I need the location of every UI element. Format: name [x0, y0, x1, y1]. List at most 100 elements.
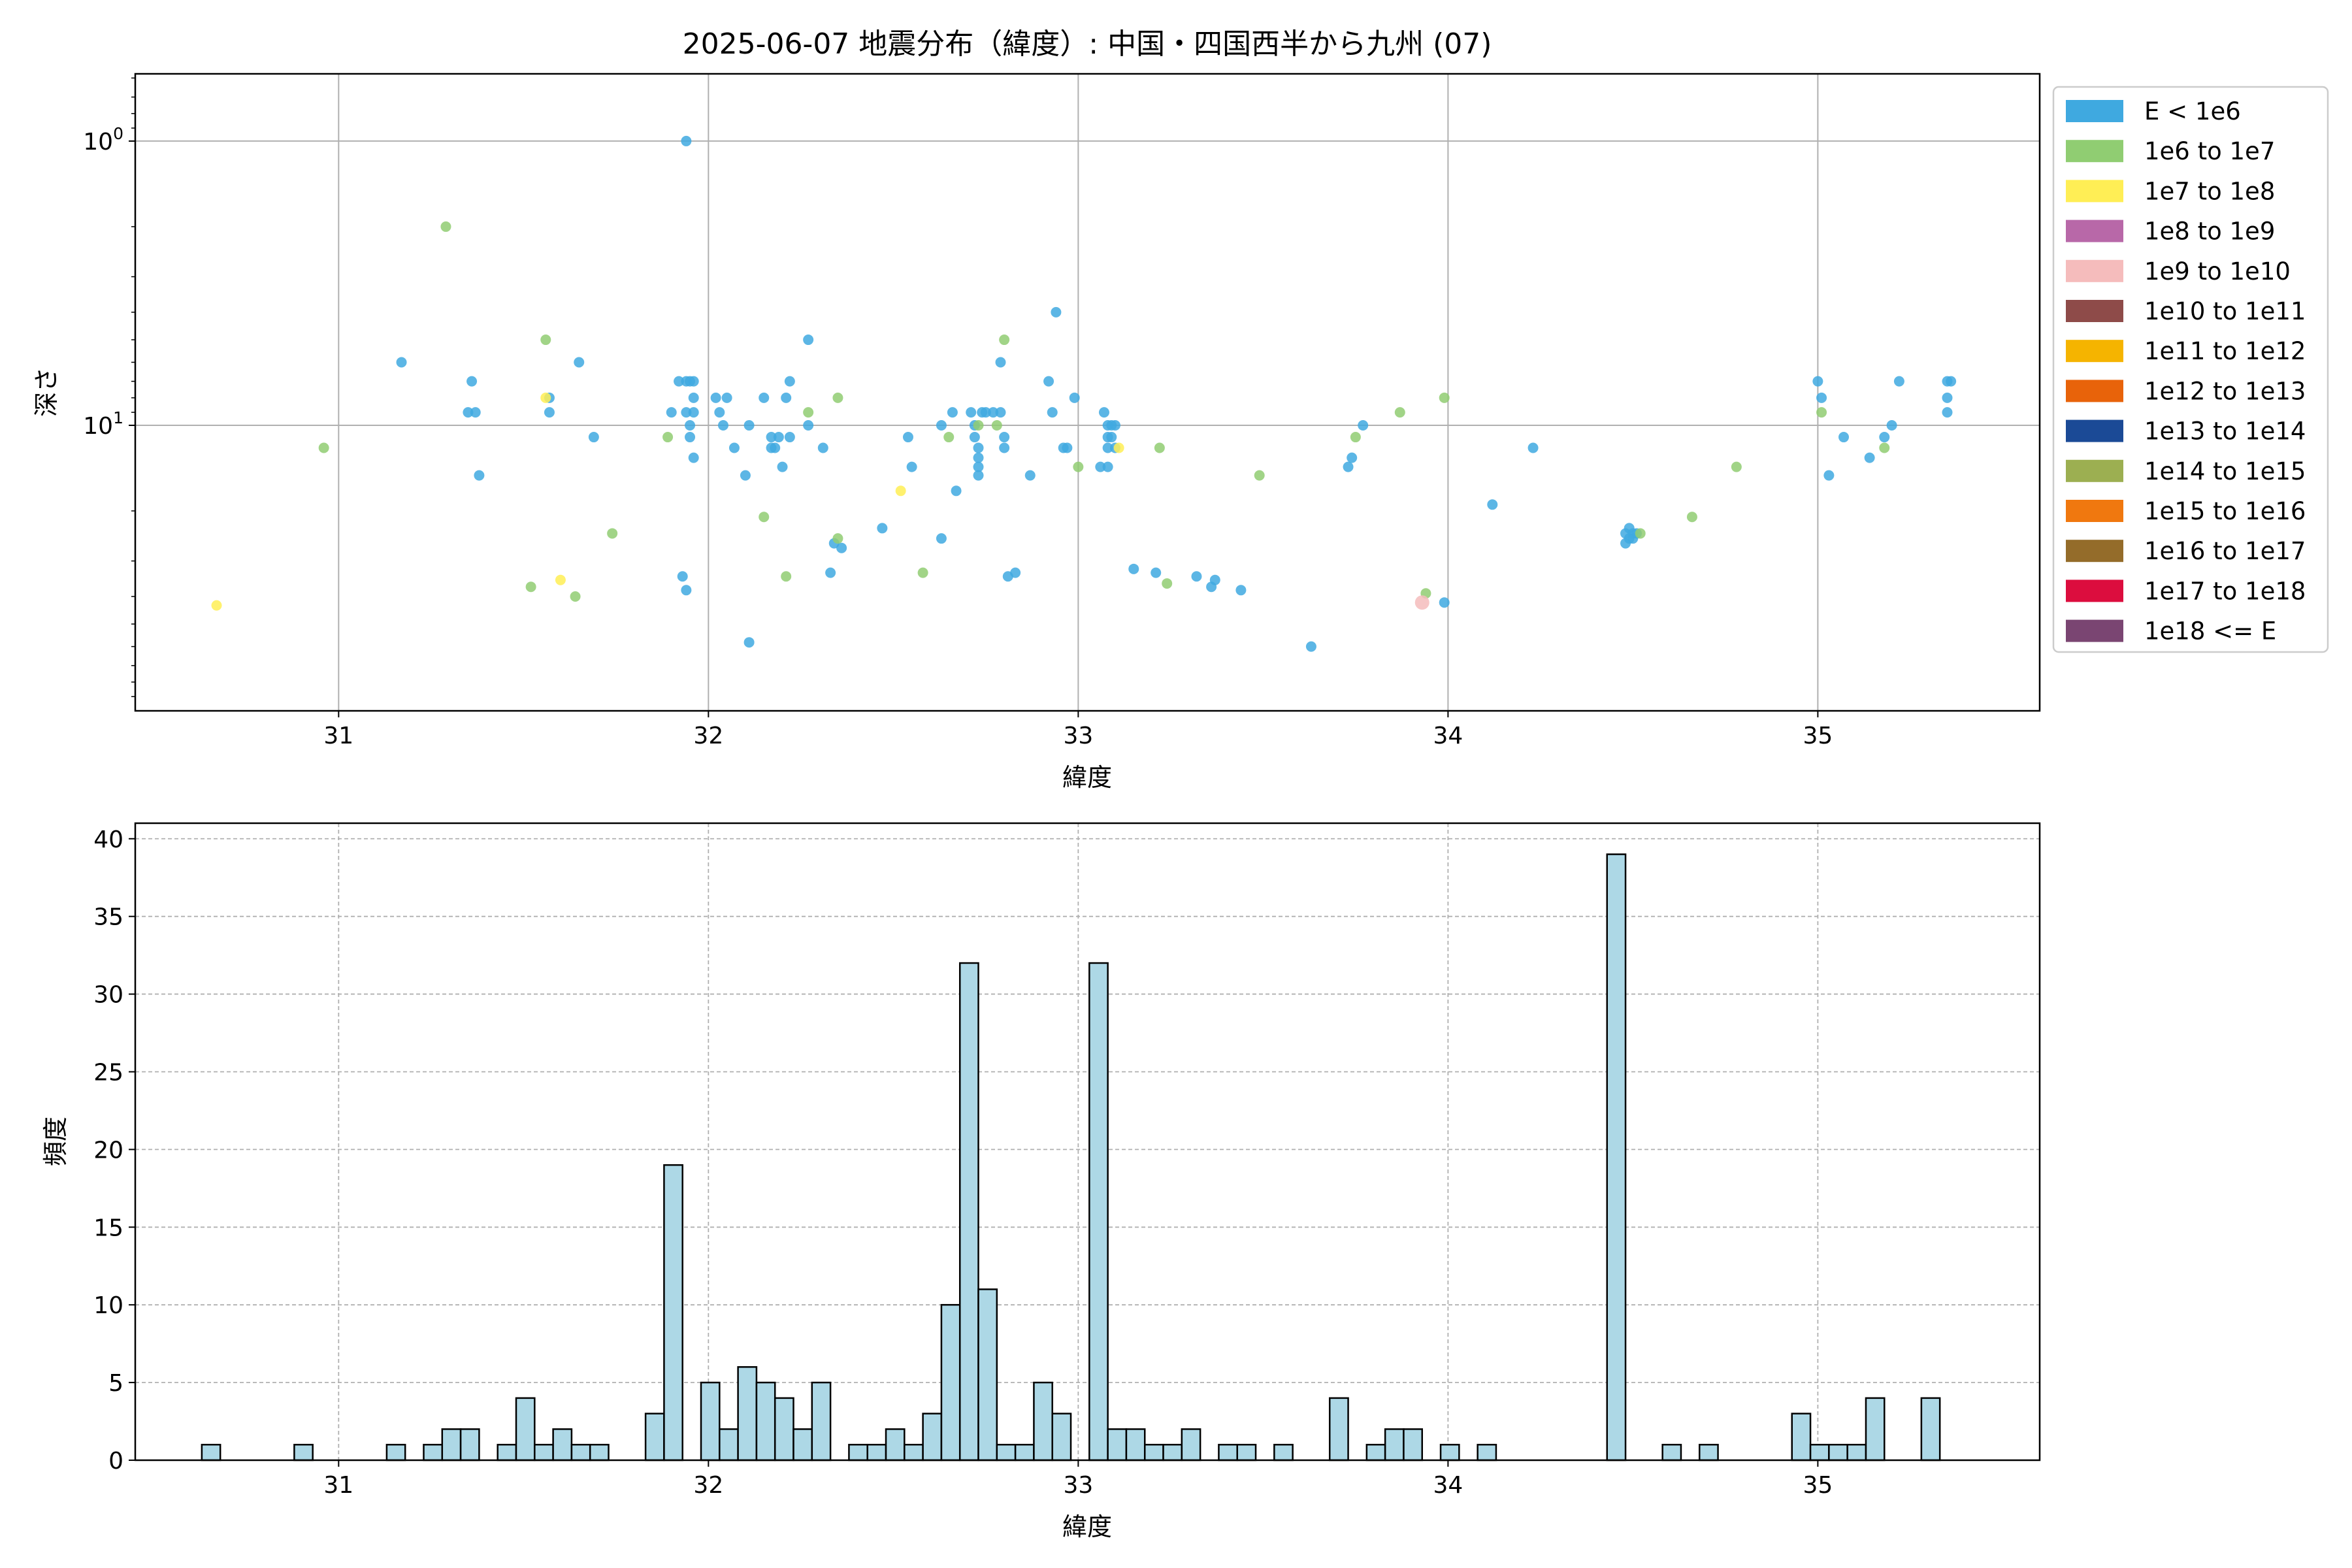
scatter-y-axis-label: 深さ [32, 367, 61, 417]
scatter-point [588, 432, 599, 443]
scatter-point [1347, 452, 1358, 463]
histogram-bar [1384, 1428, 1405, 1462]
legend-label: 1e12 to 1e13 [2144, 377, 2306, 405]
scatter-panel: 31 32 33 34 35 100 101 緯度 深さ [32, 73, 2041, 792]
histogram-bar [570, 1443, 591, 1462]
legend: E < 1e6 1e6 to 1e7 1e7 to 1e8 1e8 to 1e9 1e9… [2052, 86, 2329, 653]
histogram-bar [1088, 962, 1109, 1462]
scatter-point [1946, 376, 1957, 387]
scatter-point [991, 420, 1002, 431]
legend-swatch [2066, 100, 2123, 122]
scatter-point [825, 567, 836, 578]
scatter-point [1010, 567, 1021, 578]
scatter-point [973, 470, 984, 481]
scatter-gridlines [135, 74, 2040, 711]
histogram-plot-frame [134, 822, 2041, 1462]
scatter-y-tick-label: 100 [83, 124, 123, 155]
scatter-point [973, 452, 984, 463]
scatter-point [1816, 407, 1827, 418]
scatter-point [1731, 461, 1742, 472]
legend-label: 1e16 to 1e17 [2144, 537, 2306, 565]
scatter-point [1893, 376, 1904, 387]
scatter-point [973, 442, 984, 453]
histogram-bar [1162, 1443, 1183, 1462]
scatter-point [784, 376, 795, 387]
scatter-point [832, 533, 843, 544]
legend-swatch [2066, 580, 2123, 602]
histogram-bar [589, 1443, 610, 1462]
scatter-y-ticks: 100 101 [83, 77, 135, 697]
legend-entries: E < 1e6 1e6 to 1e7 1e7 to 1e8 1e8 to 1e9 1e9… [2066, 97, 2306, 645]
scatter-point [1154, 442, 1165, 453]
scatter-point [685, 420, 696, 431]
legend-swatch [2066, 619, 2123, 642]
scatter-point [677, 571, 688, 582]
histogram-x-tick-label: 34 [1433, 1472, 1463, 1499]
scatter-point [318, 442, 329, 453]
legend-swatch [2066, 500, 2123, 522]
scatter-point [966, 407, 977, 418]
scatter-point [1305, 641, 1316, 652]
legend-label: 1e14 to 1e15 [2144, 457, 2306, 485]
scatter-point [1254, 470, 1265, 481]
histogram-bar [1791, 1413, 1812, 1462]
scatter-point [1812, 376, 1823, 387]
scatter-point [951, 485, 962, 497]
histogram-bar [1865, 1397, 1886, 1462]
scatter-point [1358, 420, 1369, 431]
scatter-point [943, 432, 955, 443]
histogram-bar [1181, 1428, 1201, 1462]
scatter-point [570, 591, 581, 602]
histogram-bar [663, 1164, 683, 1462]
scatter-point [973, 420, 984, 431]
scatter-point [1635, 528, 1646, 539]
scatter-point [759, 512, 770, 523]
scatter-point [906, 461, 917, 472]
histogram-bar [1328, 1397, 1349, 1462]
histogram-bars [201, 853, 1941, 1462]
scatter-point [1527, 442, 1539, 453]
legend-label: E < 1e6 [2144, 97, 2241, 125]
scatter-point [525, 581, 536, 593]
histogram-y-axis-label: 頻度 [41, 1117, 70, 1166]
histogram-bar [1051, 1413, 1072, 1462]
legend-swatch [2066, 259, 2123, 282]
histogram-bar [940, 1303, 961, 1462]
scatter-point [1109, 420, 1120, 431]
scatter-x-tick-label: 32 [693, 723, 723, 749]
histogram-bar [1107, 1428, 1128, 1462]
scatter-point [759, 392, 770, 403]
scatter-point [1838, 432, 1850, 443]
legend-label: 1e13 to 1e14 [2144, 417, 2306, 446]
histogram-bar [996, 1443, 1017, 1462]
scatter-point [969, 432, 980, 443]
histogram-y-tick-label: 25 [93, 1059, 123, 1086]
histogram-bar [293, 1443, 314, 1462]
scatter-point [777, 461, 788, 472]
histogram-y-tick-label: 30 [93, 982, 123, 1009]
scatter-point [470, 407, 481, 418]
scatter-y-tick-label: 101 [83, 408, 123, 440]
scatter-point [211, 600, 222, 611]
scatter-point [773, 432, 784, 443]
histogram-bar [977, 1288, 998, 1462]
scatter-point [721, 392, 732, 403]
scatter-point [717, 420, 728, 431]
scatter-point [1047, 407, 1058, 418]
histogram-bar [459, 1428, 480, 1462]
histogram-y-tick-label: 5 [108, 1370, 123, 1397]
scatter-point [1113, 442, 1124, 453]
legend-swatch [2066, 220, 2123, 242]
histogram-y-ticks: 0 5 10 15 20 25 30 35 40 [93, 826, 135, 1475]
histogram-bar [1143, 1443, 1164, 1462]
scatter-point [1128, 563, 1139, 574]
histogram-bar [497, 1443, 517, 1462]
histogram-bar [534, 1443, 554, 1462]
scatter-point [1864, 452, 1875, 463]
legend-swatch [2066, 419, 2123, 442]
scatter-point [999, 432, 1010, 443]
legend-label: 1e10 to 1e11 [2144, 297, 2306, 325]
scatter-point [1879, 432, 1890, 443]
scatter-x-axis-label: 緯度 [1062, 763, 1112, 792]
scatter-point [766, 432, 777, 443]
